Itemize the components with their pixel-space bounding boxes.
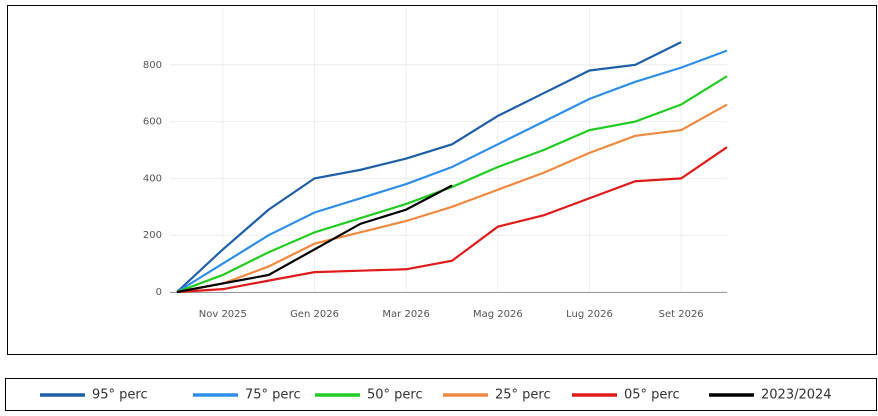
legend-label: 50° perc (367, 388, 423, 403)
series-line (176, 146, 728, 294)
x-tick-label: Mag 2026 (473, 309, 523, 320)
legend-label: 05° perc (624, 388, 680, 403)
legend-label: 25° perc (495, 388, 551, 403)
series-line (176, 184, 453, 294)
series-line (176, 41, 682, 293)
x-tick-label: Mar 2026 (382, 309, 430, 320)
chart-frame (7, 5, 877, 355)
series-line (176, 103, 728, 294)
plot: 0 200 400 600 800 Nov 2025 Gen 2026 Mar 2026 Mag… (143, 8, 728, 320)
x-tick-label: Nov 2025 (199, 309, 247, 320)
series-line (176, 75, 728, 294)
y-tick-label: 200 (143, 230, 162, 241)
legend-frame (5, 378, 877, 411)
x-tick-label: Lug 2026 (566, 309, 613, 320)
x-tick-label: Gen 2026 (290, 309, 339, 320)
legend-label: 95° perc (92, 388, 148, 403)
x-tick-label: Set 2026 (659, 309, 704, 320)
y-tick-label: 400 (143, 173, 162, 184)
series-line (176, 49, 728, 293)
y-tick-label: 0 (156, 287, 162, 298)
y-tick-label: 800 (143, 60, 162, 71)
legend: 95° perc 75° perc 50° perc 25° perc 05° perc… (40, 388, 832, 403)
legend-label: 2023/2024 (761, 388, 832, 403)
legend-label: 75° perc (245, 388, 301, 403)
y-tick-label: 600 (143, 117, 162, 128)
